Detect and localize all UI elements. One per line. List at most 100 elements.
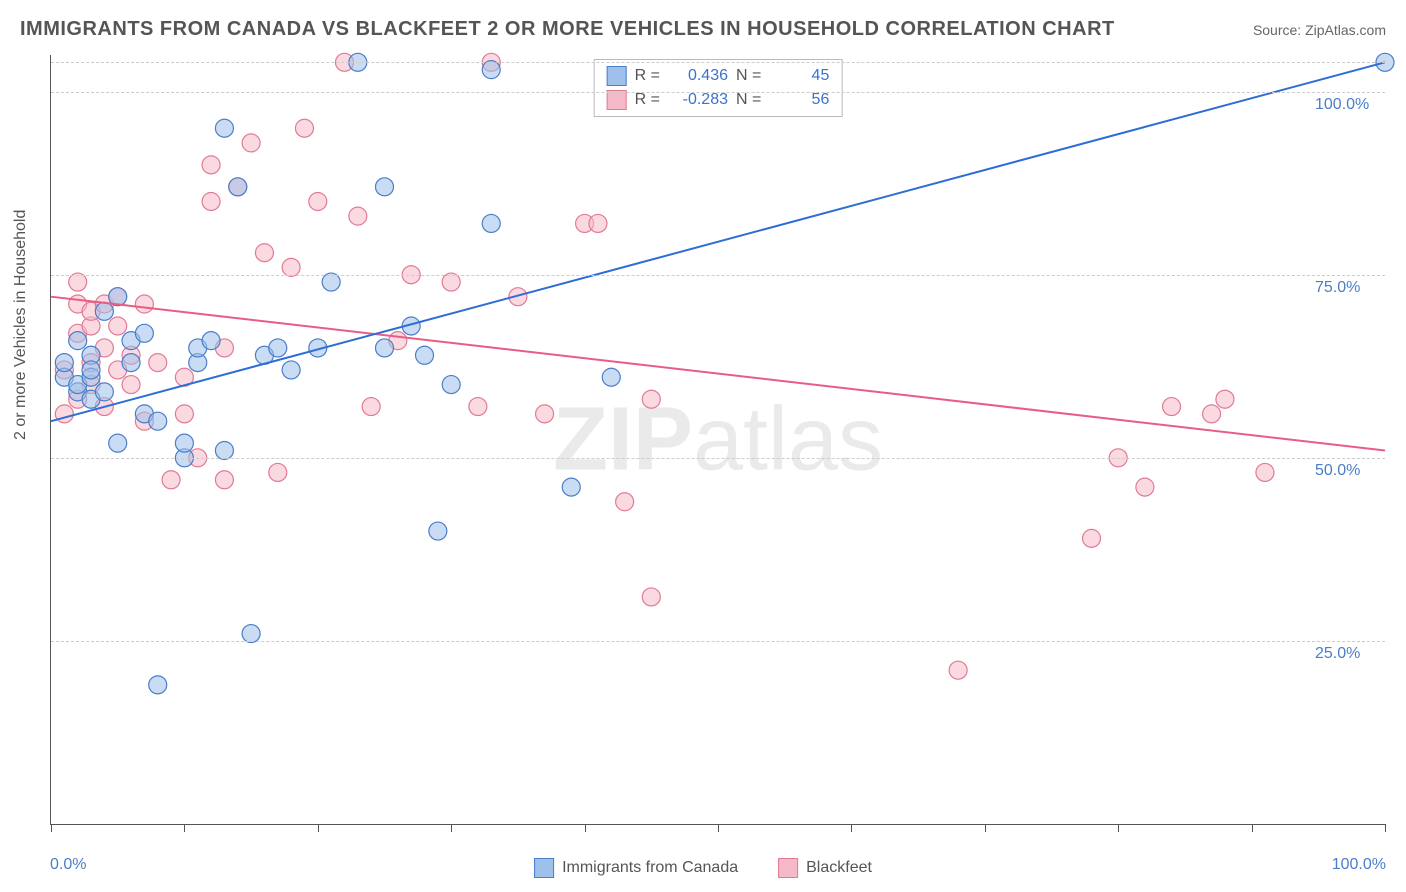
legend-row-blue: R = 0.436 N = 45 <box>607 64 830 88</box>
x-tick <box>1118 824 1119 832</box>
x-tick <box>851 824 852 832</box>
scatter-point <box>175 405 193 423</box>
chart-title: IMMIGRANTS FROM CANADA VS BLACKFEET 2 OR… <box>20 18 1115 41</box>
scatter-point <box>429 522 447 540</box>
scatter-point <box>149 354 167 372</box>
gridline <box>51 92 1385 93</box>
scatter-point <box>162 471 180 489</box>
scatter-point <box>442 273 460 291</box>
source-attribution: Source: ZipAtlas.com <box>1253 22 1386 38</box>
legend-swatch-pink-icon <box>778 858 798 878</box>
r-label: R = <box>635 64 660 88</box>
scatter-point <box>149 676 167 694</box>
n-value-blue: 45 <box>769 64 829 88</box>
scatter-point <box>135 295 153 313</box>
scatter-point <box>376 339 394 357</box>
scatter-point <box>536 405 554 423</box>
x-tick <box>985 824 986 832</box>
gridline <box>51 62 1385 63</box>
scatter-point <box>109 434 127 452</box>
y-tick-label: 25.0% <box>1315 645 1353 663</box>
scatter-point <box>95 383 113 401</box>
scatter-point <box>1256 463 1274 481</box>
x-tick <box>718 824 719 832</box>
x-tick <box>585 824 586 832</box>
legend-label-pink: Blackfeet <box>806 859 872 877</box>
scatter-point <box>109 317 127 335</box>
legend-swatch-pink <box>607 90 627 110</box>
scatter-point <box>69 273 87 291</box>
scatter-point <box>82 361 100 379</box>
scatter-point <box>322 273 340 291</box>
x-tick <box>51 824 52 832</box>
scatter-point <box>1216 390 1234 408</box>
scatter-point <box>349 207 367 225</box>
plot-area: ZIPatlas R = 0.436 N = 45 R = -0.283 N =… <box>50 55 1385 825</box>
trend-line <box>51 297 1385 451</box>
r-value-blue: 0.436 <box>668 64 728 88</box>
x-tick <box>318 824 319 832</box>
scatter-point <box>1163 398 1181 416</box>
scatter-point <box>602 368 620 386</box>
scatter-point <box>295 119 313 137</box>
scatter-point <box>95 302 113 320</box>
legend-item-blue: Immigrants from Canada <box>534 858 738 878</box>
scatter-point <box>202 156 220 174</box>
scatter-point <box>616 493 634 511</box>
scatter-point <box>482 61 500 79</box>
legend-label-blue: Immigrants from Canada <box>562 859 738 877</box>
legend-swatch-blue-icon <box>534 858 554 878</box>
y-axis-label: 2 or more Vehicles in Household <box>12 210 30 440</box>
scatter-point <box>122 376 140 394</box>
y-tick-label: 100.0% <box>1315 96 1353 114</box>
scatter-point <box>1136 478 1154 496</box>
x-tick <box>184 824 185 832</box>
correlation-legend: R = 0.436 N = 45 R = -0.283 N = 56 <box>594 59 843 117</box>
scatter-point <box>149 412 167 430</box>
gridline <box>51 641 1385 642</box>
n-label: N = <box>736 64 761 88</box>
x-tick <box>1385 824 1386 832</box>
y-tick-label: 75.0% <box>1315 279 1353 297</box>
chart-svg <box>51 55 1385 824</box>
scatter-point <box>949 661 967 679</box>
gridline <box>51 275 1385 276</box>
scatter-point <box>202 332 220 350</box>
scatter-point <box>562 478 580 496</box>
scatter-point <box>255 244 273 262</box>
scatter-point <box>1203 405 1221 423</box>
scatter-point <box>642 588 660 606</box>
scatter-point <box>269 463 287 481</box>
scatter-point <box>589 214 607 232</box>
scatter-point <box>1083 529 1101 547</box>
series-legend: Immigrants from Canada Blackfeet <box>534 858 872 878</box>
scatter-point <box>202 192 220 210</box>
scatter-point <box>135 324 153 342</box>
scatter-point <box>282 361 300 379</box>
x-tick <box>1252 824 1253 832</box>
scatter-point <box>376 178 394 196</box>
scatter-point <box>122 354 140 372</box>
gridline <box>51 458 1385 459</box>
scatter-point <box>282 258 300 276</box>
x-axis-max: 100.0% <box>1332 856 1386 874</box>
scatter-point <box>229 178 247 196</box>
scatter-point <box>269 339 287 357</box>
y-tick-label: 50.0% <box>1315 462 1353 480</box>
scatter-point <box>309 192 327 210</box>
scatter-point <box>642 390 660 408</box>
scatter-point <box>469 398 487 416</box>
legend-swatch-blue <box>607 66 627 86</box>
scatter-point <box>69 332 87 350</box>
scatter-point <box>175 434 193 452</box>
x-tick <box>451 824 452 832</box>
x-axis-min: 0.0% <box>50 856 86 874</box>
scatter-point <box>215 119 233 137</box>
scatter-point <box>215 471 233 489</box>
legend-item-pink: Blackfeet <box>778 858 872 878</box>
scatter-point <box>442 376 460 394</box>
scatter-point <box>242 625 260 643</box>
scatter-point <box>242 134 260 152</box>
scatter-point <box>416 346 434 364</box>
scatter-point <box>215 441 233 459</box>
